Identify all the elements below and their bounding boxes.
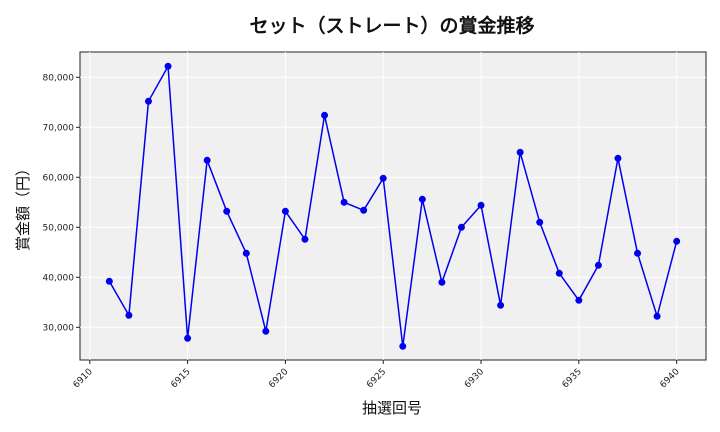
data-point: [262, 327, 270, 335]
data-point: [203, 156, 211, 164]
data-point: [301, 235, 309, 243]
data-point: [399, 342, 407, 350]
data-point: [360, 206, 368, 214]
series-line: [108, 63, 678, 347]
data-point: [457, 223, 465, 231]
x-axis-label: 抽選回号: [362, 399, 422, 417]
y-tick-label: 70,000: [43, 123, 75, 133]
data-point: [281, 207, 289, 215]
data-point: [614, 154, 622, 162]
x-tick-label: 6925: [365, 367, 388, 390]
data-point: [555, 269, 563, 277]
y-tick-label: 50,000: [43, 223, 75, 233]
x-tick-label: 6935: [561, 367, 584, 390]
x-tick-label: 6910: [72, 367, 95, 390]
data-point: [184, 334, 192, 342]
data-point: [125, 311, 133, 319]
data-point: [321, 111, 329, 119]
x-tick-label: 6940: [659, 367, 682, 390]
y-tick-label: 40,000: [43, 273, 75, 283]
y-tick-label: 30,000: [43, 323, 75, 333]
y-tick-label: 60,000: [43, 173, 75, 183]
data-point: [438, 278, 446, 286]
data-point: [418, 195, 426, 203]
data-point: [575, 296, 583, 304]
data-point: [379, 174, 387, 182]
data-point: [164, 62, 172, 70]
data-point: [634, 249, 642, 257]
chart-title: セット（ストレート）の賞金推移: [249, 14, 534, 37]
data-point: [477, 201, 485, 209]
y-tick-label: 80,000: [43, 73, 75, 83]
data-point: [673, 237, 681, 245]
data-point: [653, 312, 661, 320]
data-point: [594, 261, 602, 269]
data-point: [340, 198, 348, 206]
data-point: [497, 301, 505, 309]
data-point: [536, 218, 544, 226]
data-point: [144, 97, 152, 105]
x-tick-label: 6920: [267, 367, 290, 390]
data-point: [105, 277, 113, 285]
x-tick-label: 6930: [463, 367, 486, 390]
data-point: [223, 207, 231, 215]
data-point: [242, 249, 250, 257]
x-tick-label: 6915: [169, 367, 192, 390]
plot-area: [79, 51, 707, 361]
data-point: [516, 148, 524, 156]
y-axis-label: 賞金額（円）: [14, 161, 32, 251]
